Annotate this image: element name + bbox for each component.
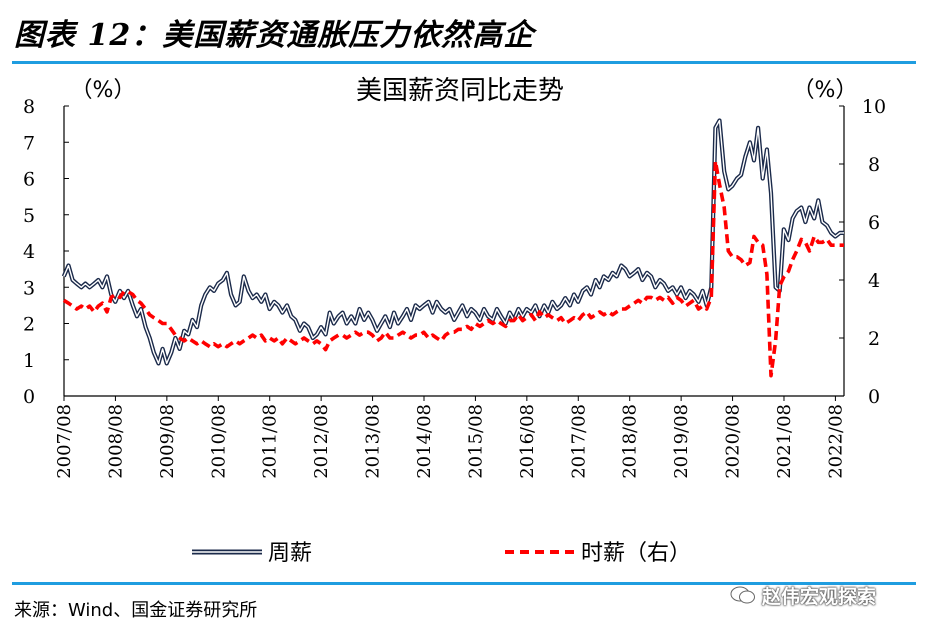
x-tick-label: 2012/08	[311, 404, 332, 479]
x-tick-label: 2014/08	[414, 404, 435, 479]
right-tick-label: 4	[868, 270, 880, 292]
axes: 0 1 2 3 4 5 6 7 8 0 2 4 6 8 10 2007/08 2008/08 2009/08 201…	[23, 96, 886, 479]
left-axis-unit: （%）	[71, 78, 136, 103]
x-tick-label: 2017/08	[568, 404, 589, 479]
right-tick-label: 2	[868, 328, 880, 350]
x-tick-label: 2021/08	[774, 404, 795, 479]
x-tick-label: 2019/08	[671, 404, 692, 479]
left-tick-label: 1	[23, 350, 35, 372]
right-axis-unit: （%）	[793, 78, 858, 103]
x-tick-label: 2007/08	[54, 404, 75, 479]
right-tick-label: 10	[862, 96, 886, 118]
x-tick-label: 2013/08	[363, 404, 384, 479]
bottom-rule	[12, 582, 916, 585]
left-tick-label: 2	[23, 314, 35, 336]
left-tick-label: 5	[23, 205, 35, 227]
x-tick-label: 2020/08	[723, 404, 744, 479]
left-tick-label: 3	[23, 277, 35, 299]
plot-area	[61, 118, 844, 378]
x-tick-label: 2011/08	[260, 404, 281, 479]
source-note: 来源：Wind、国金证券研究所	[14, 600, 258, 621]
legend: 周薪 时薪（右）	[192, 541, 691, 566]
legend-weekly-label: 周薪	[268, 541, 312, 566]
right-tick-label: 6	[868, 212, 880, 234]
left-tick-label: 7	[23, 132, 35, 154]
x-tick-label: 2010/08	[208, 404, 229, 479]
wage-chart: 美国薪资同比走势 （%） （%） 0 1 2 3 4 5 6 7 8 0 2 4 6 8 10 2007/08…	[23, 76, 886, 566]
figure-title: 图表 12：美国薪资通胀压力依然高企	[14, 18, 535, 53]
chart-title: 美国薪资同比走势	[356, 76, 564, 106]
x-tick-label: 2016/08	[517, 404, 538, 479]
watermark: 赵伟宏观探索	[730, 580, 876, 610]
wechat-icon	[730, 586, 755, 604]
x-tick-label: 2018/08	[620, 404, 641, 479]
right-tick-label: 8	[868, 154, 880, 176]
hourly-wage-line	[62, 159, 844, 378]
left-tick-label: 0	[23, 386, 35, 408]
top-rule	[12, 61, 916, 64]
x-tick-label: 2008/08	[105, 404, 126, 479]
left-tick-label: 8	[23, 96, 35, 118]
watermark-text: 赵伟宏观探索	[762, 585, 877, 608]
right-tick-label: 0	[868, 386, 880, 408]
legend-hourly-label: 时薪（右）	[581, 541, 691, 566]
left-tick-label: 4	[23, 241, 35, 263]
x-tick-label: 2022/08	[825, 404, 846, 479]
left-tick-label: 6	[23, 169, 35, 191]
x-tick-label: 2015/08	[465, 404, 486, 479]
x-tick-label: 2009/08	[157, 404, 178, 479]
